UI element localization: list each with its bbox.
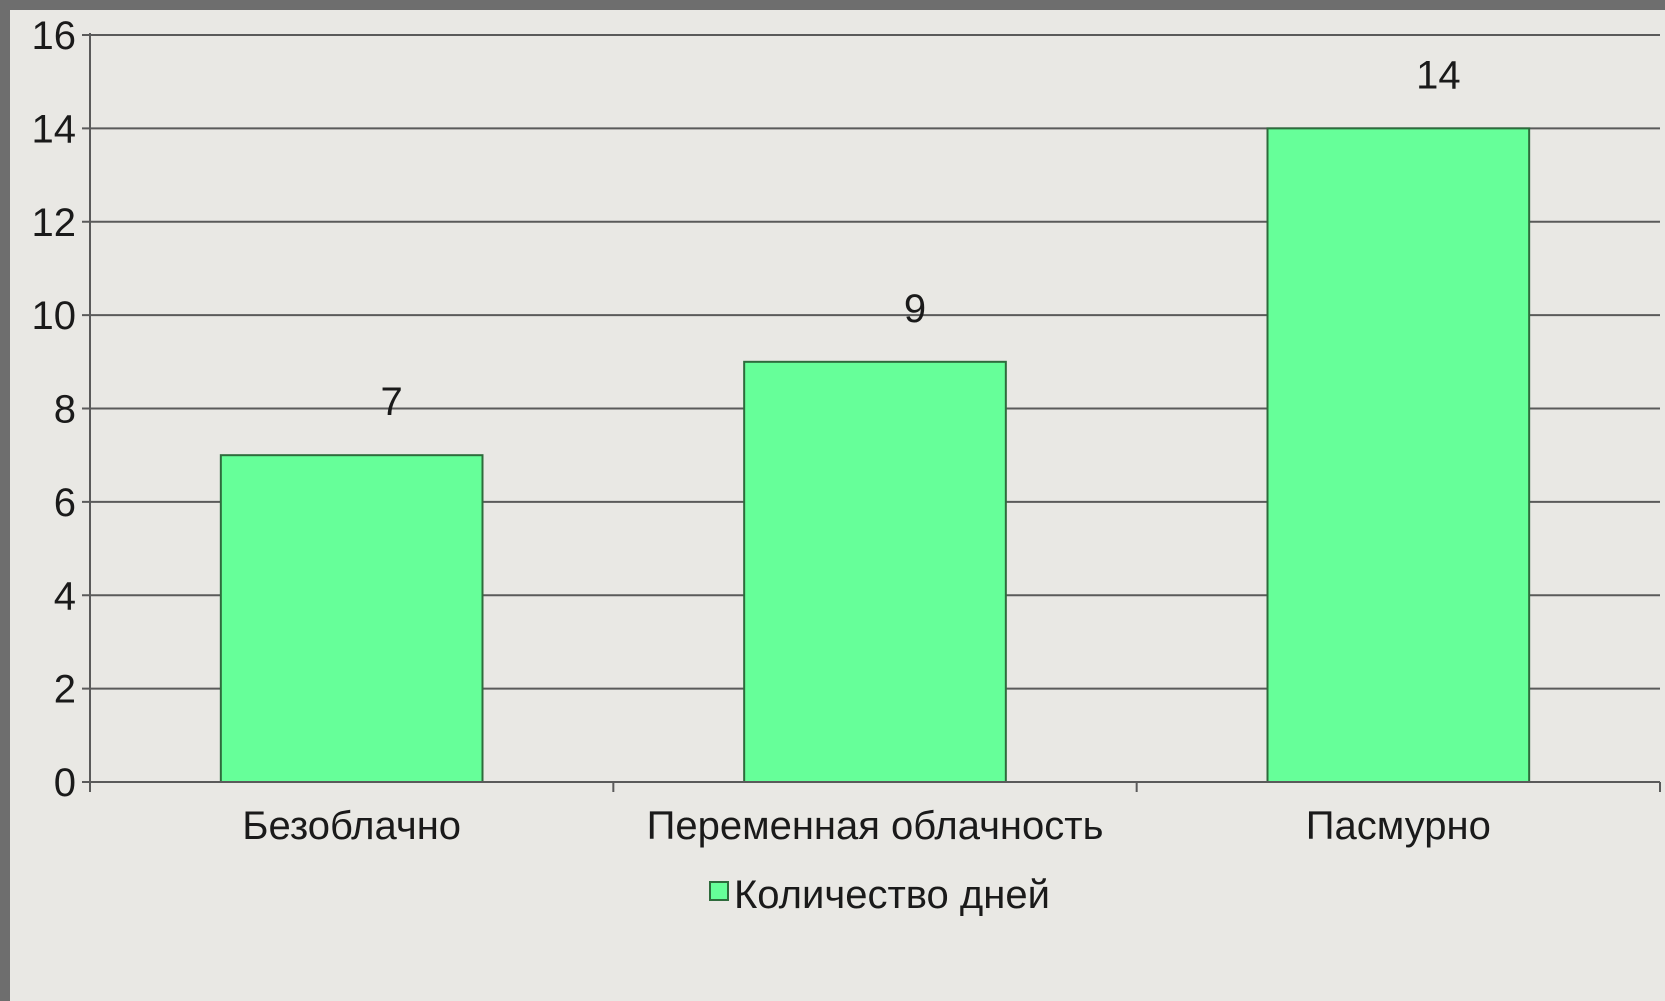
bar: [1266, 127, 1531, 783]
y-tick-label: 4: [54, 574, 76, 618]
y-tick-label: 16: [32, 14, 77, 58]
y-tick-label: 2: [54, 668, 76, 712]
x-category-label: Пасмурно: [1306, 804, 1491, 848]
y-tick-label: 10: [32, 294, 77, 338]
legend-label: Количество дней: [734, 873, 1050, 917]
y-tick-label: 0: [54, 761, 76, 805]
labels: 0 2 4 6 8 10 12 14 16 7 Безоблачно 9 Переменная обла…: [32, 14, 1491, 848]
bar: [743, 360, 1007, 783]
bar-chart: 0 2 4 6 8 10 12 14 16 7 Безоблачно 9 Переменная обла…: [32, 14, 1661, 917]
y-tick-label: 12: [32, 201, 77, 245]
data-label: 7: [381, 380, 403, 424]
data-label: 14: [1416, 53, 1461, 97]
data-label: 9: [904, 287, 926, 331]
bars: [219, 127, 1531, 783]
legend: Количество дней: [709, 873, 1050, 917]
legend-swatch: [709, 881, 729, 901]
x-category-label: Безоблачно: [242, 804, 461, 848]
y-tick-label: 14: [32, 107, 77, 151]
y-tick-label: 6: [54, 481, 76, 525]
x-category-label: Переменная облачность: [647, 804, 1104, 848]
chart-panel: 0 2 4 6 8 10 12 14 16 7 Безоблачно 9 Переменная обла…: [10, 10, 1665, 1001]
bar: [219, 454, 484, 783]
y-tick-label: 8: [54, 388, 76, 432]
axes: [82, 33, 1661, 792]
